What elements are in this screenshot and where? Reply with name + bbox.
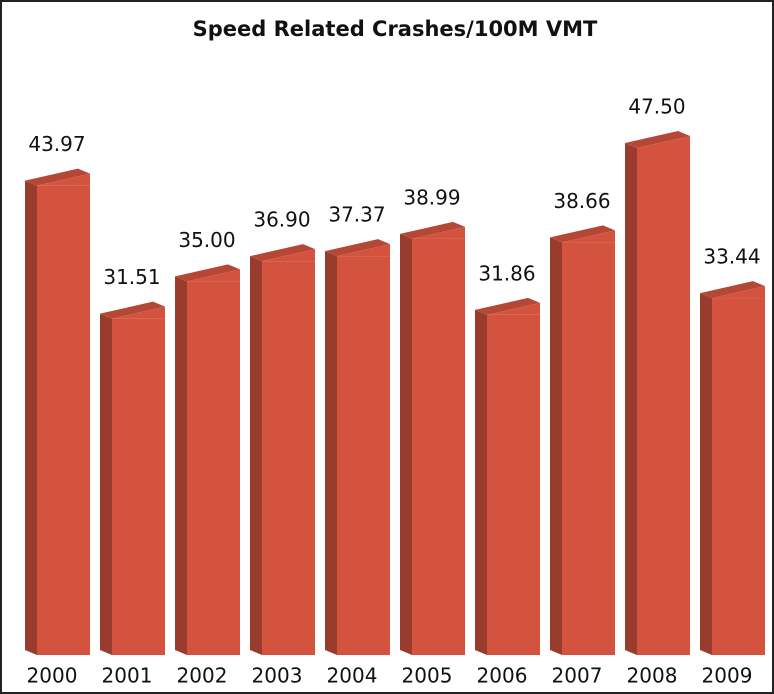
bar-front-slope (262, 249, 315, 262)
bar (262, 261, 315, 655)
bar-front-slope (487, 302, 540, 315)
bar-top (700, 281, 765, 299)
bar-side (400, 233, 412, 655)
bar (187, 281, 240, 655)
bar-side (550, 237, 562, 656)
bar-side (325, 251, 337, 655)
x-tick-label: 2001 (102, 664, 153, 688)
value-label: 31.51 (103, 265, 160, 289)
bar-front-slope (712, 286, 765, 299)
bar-front-slope (562, 230, 615, 243)
bar-top (250, 244, 315, 262)
x-tick-label: 2000 (27, 664, 78, 688)
value-label: 31.86 (478, 261, 535, 285)
bar (712, 298, 765, 655)
bar-front-slope (112, 306, 165, 319)
bar-top (325, 239, 390, 257)
x-tick-label: 2004 (327, 664, 378, 688)
bar-top (625, 131, 690, 148)
bar (487, 314, 540, 655)
bar-side (250, 256, 262, 655)
bar-front-slope (187, 269, 240, 282)
bar (112, 318, 165, 655)
value-label: 37.37 (328, 203, 385, 227)
value-label: 36.90 (253, 208, 310, 232)
value-label: 35.00 (178, 228, 235, 252)
x-tick-label: 2006 (477, 664, 528, 688)
bar-side (175, 276, 187, 655)
x-tick-label: 2008 (627, 664, 678, 688)
bar (37, 185, 90, 655)
bar-front-slope (412, 226, 465, 239)
x-tick-label: 2002 (177, 664, 228, 688)
value-label: 33.44 (703, 245, 760, 269)
bar (337, 256, 390, 655)
bar-top (175, 264, 240, 282)
x-tick-label: 2009 (702, 664, 753, 688)
bar-side (475, 309, 487, 655)
chart-title: Speed Related Crashes/100M VMT (193, 17, 598, 41)
bar-side (25, 180, 37, 655)
value-label: 47.50 (628, 95, 685, 119)
value-label: 38.66 (553, 189, 610, 213)
bar (562, 242, 615, 656)
bar-side (700, 293, 712, 655)
bar-top (550, 225, 615, 243)
bar-front-slope (337, 244, 390, 257)
bar-top (100, 301, 165, 319)
value-label: 38.99 (403, 185, 460, 209)
bar-side (100, 313, 112, 655)
bar-top (400, 221, 465, 239)
x-tick-label: 2007 (552, 664, 603, 688)
bar-top (25, 168, 90, 186)
bar (637, 148, 690, 655)
x-tick-label: 2003 (252, 664, 303, 688)
bar (412, 238, 465, 655)
x-tick-label: 2005 (402, 664, 453, 688)
bar-front-slope (37, 173, 90, 186)
bar-side (625, 143, 637, 655)
value-label: 43.97 (28, 132, 85, 156)
bar-front-slope (637, 136, 690, 148)
bar-top (475, 297, 540, 315)
